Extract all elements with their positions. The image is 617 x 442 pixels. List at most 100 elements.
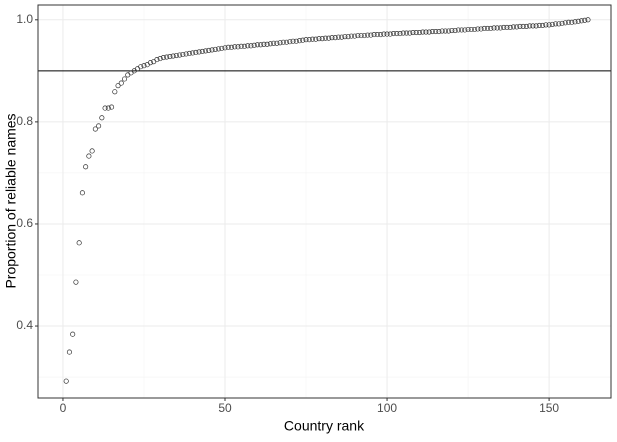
point bbox=[472, 26, 478, 33]
point bbox=[475, 26, 481, 32]
point bbox=[141, 63, 147, 69]
point bbox=[553, 21, 559, 27]
point bbox=[407, 30, 413, 36]
y-tick-label: 0.6 bbox=[16, 216, 33, 230]
point bbox=[96, 123, 102, 129]
point bbox=[238, 43, 244, 49]
point bbox=[478, 26, 484, 32]
y-tick-label: 0.4 bbox=[16, 318, 33, 332]
point bbox=[368, 32, 374, 38]
point bbox=[284, 39, 290, 45]
point bbox=[527, 23, 533, 29]
point bbox=[491, 25, 497, 31]
y-tick-label: 1.0 bbox=[16, 12, 33, 26]
point bbox=[339, 34, 345, 40]
point bbox=[582, 17, 588, 23]
y-tick-label: 0.8 bbox=[16, 114, 33, 128]
point bbox=[459, 27, 465, 33]
point bbox=[381, 31, 387, 37]
point bbox=[248, 43, 254, 49]
point bbox=[523, 23, 529, 29]
point bbox=[329, 35, 335, 41]
point bbox=[235, 44, 241, 50]
x-tick-label: 150 bbox=[539, 401, 559, 415]
point bbox=[585, 17, 591, 23]
point bbox=[394, 31, 400, 37]
point bbox=[160, 55, 166, 61]
point bbox=[241, 43, 247, 49]
point bbox=[215, 46, 222, 52]
point bbox=[335, 34, 341, 40]
point bbox=[193, 49, 199, 56]
point bbox=[173, 52, 179, 59]
point bbox=[222, 45, 228, 51]
point bbox=[290, 38, 296, 44]
point bbox=[452, 27, 458, 34]
x-tick-label: 0 bbox=[60, 401, 67, 415]
point bbox=[517, 23, 523, 29]
point bbox=[361, 33, 367, 39]
point bbox=[562, 20, 568, 26]
point bbox=[342, 34, 348, 40]
point bbox=[134, 66, 141, 72]
point bbox=[358, 33, 364, 39]
point bbox=[138, 64, 144, 70]
point bbox=[219, 45, 225, 51]
point bbox=[504, 24, 510, 31]
point bbox=[420, 29, 426, 35]
point bbox=[251, 42, 257, 48]
point bbox=[413, 30, 419, 36]
point bbox=[442, 28, 448, 34]
point bbox=[514, 24, 520, 30]
point bbox=[271, 40, 277, 46]
point bbox=[296, 38, 303, 44]
point bbox=[264, 41, 270, 47]
point bbox=[520, 23, 526, 29]
point bbox=[316, 36, 322, 42]
point bbox=[436, 28, 442, 35]
point bbox=[76, 240, 82, 246]
point bbox=[481, 25, 487, 32]
point bbox=[365, 32, 371, 38]
point bbox=[125, 72, 131, 78]
point bbox=[410, 30, 416, 36]
point bbox=[507, 24, 513, 31]
point bbox=[79, 190, 85, 196]
point bbox=[102, 105, 108, 111]
point bbox=[118, 80, 124, 86]
point bbox=[258, 42, 264, 48]
point bbox=[300, 37, 306, 43]
point bbox=[277, 40, 283, 46]
point bbox=[449, 27, 455, 34]
point bbox=[232, 44, 238, 50]
point bbox=[384, 31, 390, 37]
x-tick-label: 50 bbox=[218, 401, 232, 415]
point bbox=[70, 331, 76, 337]
panel-border bbox=[37, 4, 612, 399]
point bbox=[128, 70, 134, 76]
point bbox=[433, 28, 439, 35]
point bbox=[121, 76, 128, 82]
point bbox=[530, 23, 536, 29]
point bbox=[390, 31, 397, 37]
point bbox=[199, 48, 205, 54]
point bbox=[326, 35, 332, 41]
point bbox=[501, 24, 507, 31]
point bbox=[371, 32, 377, 38]
point bbox=[313, 36, 319, 42]
point bbox=[348, 33, 354, 39]
point bbox=[569, 19, 575, 25]
point bbox=[167, 53, 173, 60]
point bbox=[543, 22, 549, 28]
point bbox=[345, 34, 351, 40]
point bbox=[429, 28, 435, 35]
point bbox=[63, 378, 69, 384]
point bbox=[540, 22, 546, 28]
point bbox=[578, 18, 585, 24]
point bbox=[274, 40, 280, 46]
point bbox=[228, 44, 235, 50]
point bbox=[378, 32, 384, 38]
point bbox=[73, 279, 79, 285]
point bbox=[533, 23, 539, 29]
